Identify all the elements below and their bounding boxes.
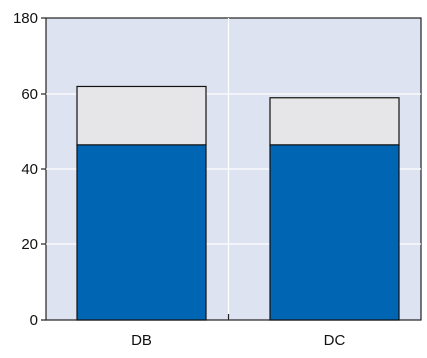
y-tick-label: 40	[21, 161, 38, 178]
bar-dc-segment-1	[269, 144, 400, 321]
bar-db-segment-2	[76, 85, 207, 146]
bar-dc-segment-2	[269, 97, 400, 146]
y-tick-label: 20	[21, 236, 38, 253]
x-tick-label-db: DB	[131, 332, 152, 349]
y-tick-label: 180	[13, 10, 38, 27]
bars	[76, 85, 400, 321]
bar-db-segment-1	[76, 144, 207, 321]
y-tick-label: 0	[30, 312, 38, 329]
axes	[41, 17, 230, 321]
tick-labels: 0 20 40 60 180 DB DC	[13, 10, 346, 349]
x-tick-label-dc: DC	[324, 332, 346, 349]
y-tick-label: 60	[21, 86, 38, 103]
